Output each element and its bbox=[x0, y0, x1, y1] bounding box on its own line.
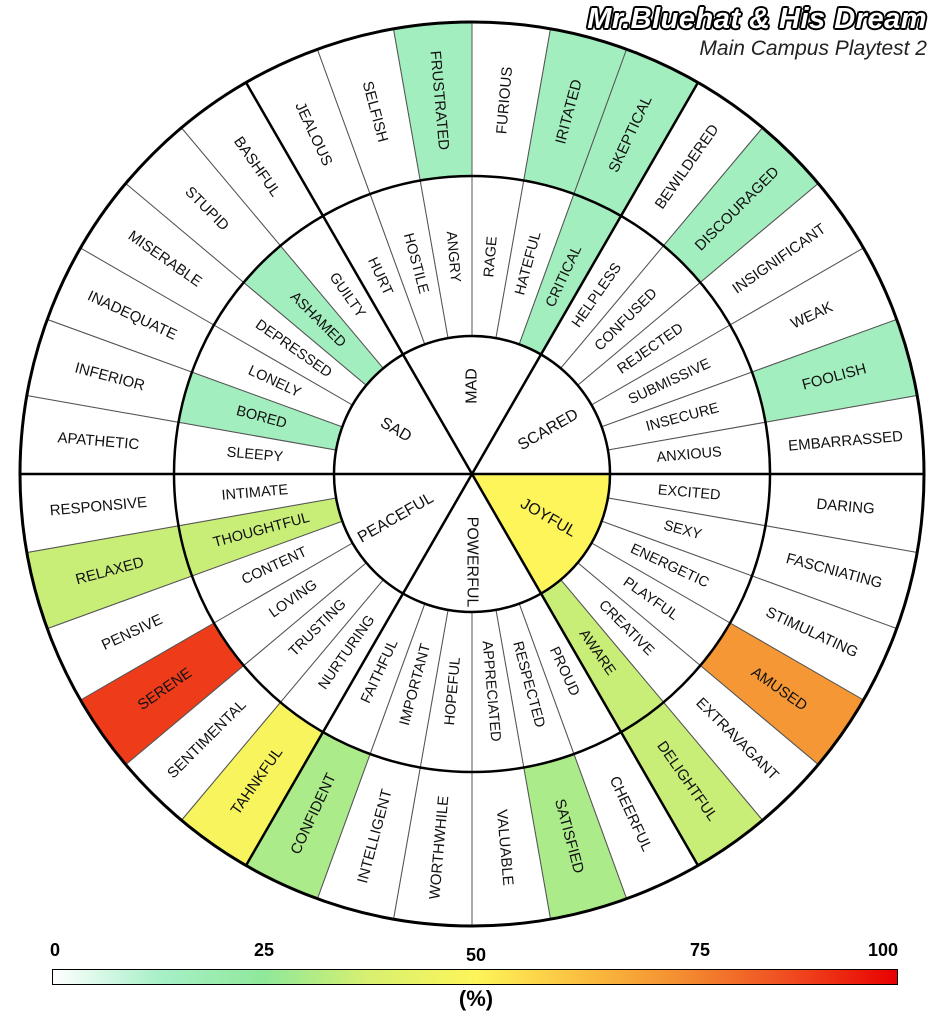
middle-label-rage: RAGE bbox=[481, 235, 501, 278]
scale-tick-25: 25 bbox=[253, 940, 275, 960]
outer-ring bbox=[19, 21, 925, 927]
middle-label-sleepy: SLEEPY bbox=[226, 445, 284, 466]
middle-label-anxious: ANXIOUS bbox=[656, 444, 722, 466]
scale-tick-50: 50 bbox=[465, 945, 487, 965]
sector-divider-120 bbox=[244, 81, 474, 475]
chart-subtitle: Main Campus Playtest 2 bbox=[699, 37, 927, 60]
core-label-mad: MAD bbox=[464, 368, 481, 404]
scale-tick-100: 100 bbox=[867, 940, 899, 960]
outer-label-daring: DARING bbox=[816, 496, 876, 518]
scale-tick-0: 0 bbox=[49, 940, 61, 960]
scale-tick-75: 75 bbox=[689, 940, 711, 960]
core-label-powerful: POWERFUL bbox=[464, 517, 481, 608]
outer-label-furious: FURIOUS bbox=[493, 66, 516, 135]
color-scale-bar bbox=[52, 969, 898, 985]
sector-divider-300 bbox=[470, 473, 700, 867]
middle-label-intimate: INTIMATE bbox=[221, 482, 289, 504]
outer-label-valuable: VALUABLE bbox=[493, 809, 517, 887]
middle-label-angry: ANGRY bbox=[443, 231, 463, 284]
scale-unit-label: (%) bbox=[458, 986, 494, 1011]
sector-divider-60 bbox=[470, 81, 700, 475]
sector-divider-240 bbox=[244, 473, 474, 867]
middle-ring bbox=[173, 175, 771, 773]
chart-title: Mr.Bluehat & His Dream bbox=[587, 3, 927, 35]
middle-label-hopeful: HOPEFUL bbox=[442, 656, 464, 726]
wheel-dividers bbox=[18, 20, 926, 928]
middle-label-excited: EXCITED bbox=[657, 482, 721, 503]
